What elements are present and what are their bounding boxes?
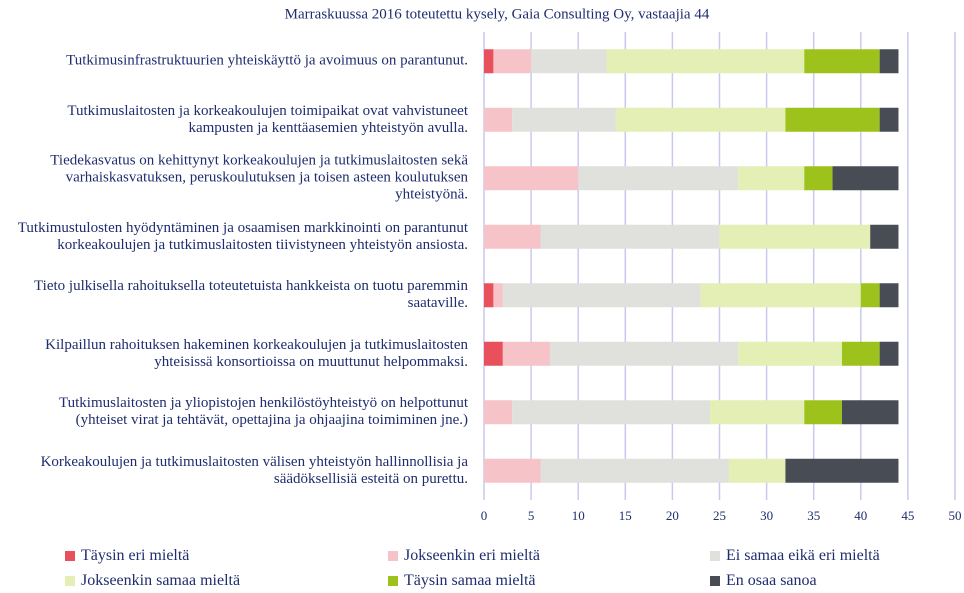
bar-segment	[879, 49, 899, 74]
x-tick-label: 5	[528, 508, 535, 523]
bar-segment	[860, 283, 880, 308]
bar-segment	[540, 458, 729, 483]
bar-segment	[512, 107, 616, 132]
legend-label: En osaa sanoa	[726, 572, 817, 589]
x-tick-label: 45	[901, 508, 914, 523]
legend-item: Jokseenkin samaa mieltä	[65, 572, 240, 590]
bar-segment	[512, 400, 711, 425]
category-label: Kilpaillun rahoituksen hakeminen korkeak…	[45, 336, 468, 370]
bar-segment	[606, 49, 805, 74]
category-label: Tutkimuslaitosten ja yliopistojen henkil…	[58, 395, 468, 429]
bar-segment	[785, 458, 899, 483]
bar-segment	[841, 400, 899, 425]
category-label: Tutkimuslaitosten ja korkeakoulujen toim…	[67, 102, 468, 136]
legend-swatch	[65, 576, 75, 586]
bar-segment	[549, 341, 739, 366]
bar-segment	[484, 166, 579, 191]
bar-segment	[484, 400, 513, 425]
bar-segment	[484, 107, 513, 132]
bar-segment	[719, 224, 871, 249]
bar-segment	[738, 341, 842, 366]
category-label: Tiedekasvatus on kehittynyt korkeakouluj…	[50, 152, 468, 203]
legend-item: Jokseenkin eri mieltä	[388, 547, 540, 565]
x-tick-label: 40	[854, 508, 867, 523]
x-tick-label: 30	[760, 508, 773, 523]
category-label: Tutkimustulosten hyödyntäminen ja osaami…	[17, 219, 468, 253]
legend-label: Jokseenkin eri mieltä	[404, 547, 540, 564]
bar-segment	[804, 400, 842, 425]
x-tick-label: 25	[713, 508, 726, 523]
bar-segment	[484, 224, 541, 249]
bar-segment	[578, 166, 739, 191]
bar-segment	[710, 400, 805, 425]
bar-segment	[738, 166, 805, 191]
bar-segment	[502, 341, 550, 366]
legend-item: Täysin samaa mieltä	[388, 572, 536, 590]
bar-segment	[879, 107, 899, 132]
bar-segment	[804, 166, 833, 191]
bar-segment	[841, 341, 880, 366]
bar-segment	[493, 283, 503, 308]
bar-segment	[870, 224, 899, 249]
bar-segment	[804, 49, 880, 74]
legend-swatch	[65, 551, 75, 561]
bar-segment	[700, 283, 861, 308]
bar-segment	[484, 49, 494, 74]
x-tick-label: 35	[807, 508, 820, 523]
legend-label: Täysin samaa mieltä	[404, 572, 536, 589]
legend-item: Täysin eri mieltä	[65, 547, 189, 565]
bar-segment	[879, 341, 899, 366]
legend-swatch	[710, 576, 720, 586]
bar-segment	[484, 458, 541, 483]
bar-segment	[879, 283, 899, 308]
bar-segment	[832, 166, 899, 191]
bar-segment	[493, 49, 532, 74]
legend-swatch	[710, 551, 720, 561]
bar-segment	[502, 283, 701, 308]
x-tick-label: 20	[666, 508, 679, 523]
legend-label: Ei samaa eikä eri mieltä	[726, 547, 880, 564]
legend-swatch	[388, 576, 398, 586]
bar-segment	[728, 458, 786, 483]
legend-label: Jokseenkin samaa mieltä	[81, 572, 241, 589]
bar-segment	[785, 107, 880, 132]
category-label: Tutkimusinfrastruktuurien yhteiskäyttö j…	[66, 52, 468, 69]
bar-segment	[540, 224, 720, 249]
x-tick-label: 50	[949, 508, 962, 523]
legend-item: Ei samaa eikä eri mieltä	[710, 547, 880, 565]
x-tick-label: 10	[572, 508, 585, 523]
chart-title: Marraskuussa 2016 toteutettu kysely, Gai…	[285, 6, 710, 22]
x-tick-label: 0	[481, 508, 488, 523]
x-tick-label: 15	[619, 508, 632, 523]
legend-item: En osaa sanoa	[710, 572, 817, 590]
legend-label: Täysin eri mieltä	[81, 547, 190, 564]
bar-segment	[484, 283, 494, 308]
bar-segment	[615, 107, 786, 132]
bar-segment	[531, 49, 607, 74]
category-label: Tieto julkisella rahoituksella toteutetu…	[34, 278, 468, 312]
legend-swatch	[388, 551, 398, 561]
category-label: Korkeakoulujen ja tutkimuslaitosten väli…	[40, 453, 468, 487]
bar-segment	[484, 341, 503, 366]
